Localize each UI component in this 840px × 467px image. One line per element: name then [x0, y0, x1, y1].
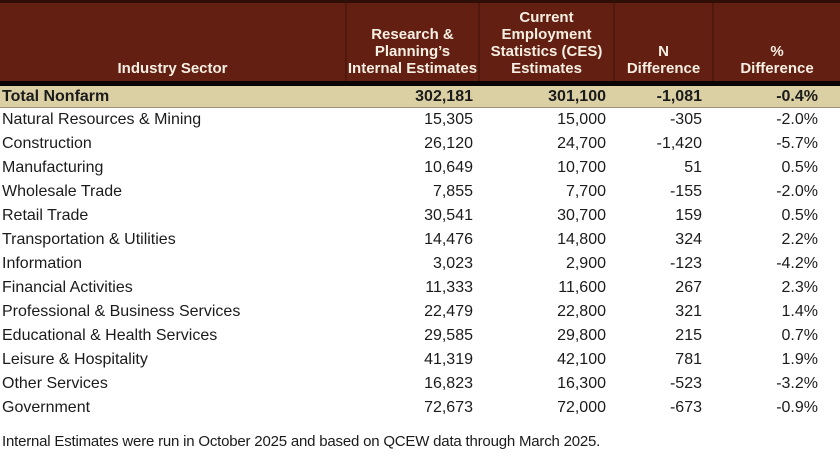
column-header-n-difference: N Difference — [613, 3, 712, 81]
ces-estimate-cell: 2,900 — [565, 255, 606, 272]
n-difference-cell: 321 — [675, 303, 702, 320]
ces-estimate-cell: 301,100 — [548, 88, 606, 105]
internal-estimate-cell: 11,333 — [425, 279, 473, 296]
table-row: Educational & Health Services 29,585 29,80… — [0, 324, 840, 348]
sector-cell: Leisure & Hospitality — [2, 351, 148, 368]
n-difference-cell: 215 — [675, 327, 702, 344]
ces-estimate-cell: 42,100 — [557, 351, 606, 368]
column-header-ces-estimates: Current Employment Statistics (CES) Esti… — [478, 3, 613, 81]
table-row: Retail Trade 30,541 30,700 159 0.5% — [0, 204, 840, 228]
ces-estimate-cell: 11,600 — [558, 279, 606, 296]
sector-cell: Professional & Business Services — [2, 303, 241, 320]
internal-estimate-cell: 15,305 — [424, 111, 473, 128]
pct-difference-cell: 2.3% — [781, 279, 818, 296]
ces-estimate-cell: 30,700 — [557, 207, 606, 224]
pct-difference-cell: 1.4% — [781, 303, 818, 320]
internal-estimate-cell: 72,673 — [424, 399, 473, 416]
sector-cell: Wholesale Trade — [2, 183, 123, 200]
ces-estimate-cell: 10,700 — [557, 159, 606, 176]
table-body: Total Nonfarm 302,181 301,100 -1,081 -0.4% Na… — [0, 86, 840, 420]
sector-cell: Total Nonfarm — [2, 88, 110, 105]
n-difference-cell: 267 — [675, 279, 702, 296]
table-row: Financial Activities 11,333 11,600 267 2.3% — [0, 276, 840, 300]
table-row-total: Total Nonfarm 302,181 301,100 -1,081 -0.4% — [0, 86, 840, 108]
internal-estimate-cell: 14,476 — [424, 231, 473, 248]
pct-difference-cell: -5.7% — [776, 135, 818, 152]
sector-cell: Information — [2, 255, 83, 272]
n-difference-cell: 781 — [675, 351, 702, 368]
table-row: Construction 26,120 24,700 -1,420 -5.7% — [0, 132, 840, 156]
pct-difference-cell: 2.2% — [781, 231, 818, 248]
ces-estimate-cell: 14,800 — [557, 231, 606, 248]
internal-estimate-cell: 10,649 — [424, 159, 473, 176]
column-header-pct-difference: % Difference — [712, 3, 840, 81]
table-row: Manufacturing 10,649 10,700 51 0.5% — [0, 156, 840, 180]
sector-cell: Natural Resources & Mining — [2, 111, 202, 128]
sector-cell: Other Services — [2, 375, 108, 392]
ces-estimate-cell: 7,700 — [565, 183, 606, 200]
internal-estimate-cell: 16,823 — [424, 375, 473, 392]
sector-cell: Transportation & Utilities — [2, 231, 176, 248]
sector-cell: Retail Trade — [2, 207, 89, 224]
pct-difference-cell: -2.0% — [776, 111, 818, 128]
table-row: Professional & Business Services 22,479 22… — [0, 300, 840, 324]
header-separator-bar — [0, 81, 840, 86]
n-difference-cell: 324 — [675, 231, 702, 248]
internal-estimate-cell: 3,023 — [432, 255, 473, 272]
sector-cell: Construction — [2, 135, 92, 152]
internal-estimate-cell: 22,479 — [424, 303, 473, 320]
ces-estimate-cell: 22,800 — [557, 303, 606, 320]
pct-difference-cell: 1.9% — [781, 351, 818, 368]
internal-estimate-cell: 41,319 — [424, 351, 473, 368]
internal-estimate-cell: 302,181 — [415, 88, 473, 105]
pct-difference-cell: -3.2% — [776, 375, 818, 392]
table-row: Other Services 16,823 16,300 -523 -3.2% — [0, 372, 840, 396]
table-row: Natural Resources & Mining 15,305 15,000 -3… — [0, 108, 840, 132]
column-header-industry-sector: Industry Sector — [117, 60, 228, 77]
pct-difference-cell: -4.2% — [776, 255, 818, 272]
sector-cell: Financial Activities — [2, 279, 133, 296]
table-header-row: Industry Sector Research & Planning’s In… — [0, 0, 840, 81]
pct-difference-cell: -0.4% — [776, 88, 818, 105]
n-difference-cell: 159 — [675, 207, 702, 224]
n-difference-cell: -673 — [669, 399, 702, 416]
table-row: Leisure & Hospitality 41,319 42,100 781 1.9% — [0, 348, 840, 372]
table-row: Information 3,023 2,900 -123 -4.2% — [0, 252, 840, 276]
internal-estimate-cell: 29,585 — [424, 327, 473, 344]
table-row: Wholesale Trade 7,855 7,700 -155 -2.0% — [0, 180, 840, 204]
sector-cell: Educational & Health Services — [2, 327, 218, 344]
column-header-internal-estimates: Research & Planning’s Internal Estimates — [345, 3, 478, 81]
n-difference-cell: 51 — [684, 159, 702, 176]
pct-difference-cell: 0.7% — [781, 327, 818, 344]
table-row: Government 72,673 72,000 -673 -0.9% — [0, 396, 840, 420]
ces-estimate-cell: 24,700 — [557, 135, 606, 152]
footnote-text: Internal Estimates were run in October 2… — [2, 433, 601, 450]
pct-difference-cell: -0.9% — [776, 399, 818, 416]
ces-estimate-cell: 29,800 — [557, 327, 606, 344]
n-difference-cell: -305 — [669, 111, 702, 128]
internal-estimate-cell: 30,541 — [424, 207, 473, 224]
table-row: Transportation & Utilities 14,476 14,800 32… — [0, 228, 840, 252]
n-difference-cell: -523 — [669, 375, 702, 392]
n-difference-cell: -1,420 — [656, 135, 702, 152]
ces-estimate-cell: 15,000 — [557, 111, 606, 128]
ces-estimate-cell: 72,000 — [557, 399, 606, 416]
n-difference-cell: -1,081 — [656, 88, 702, 105]
pct-difference-cell: -2.0% — [776, 183, 818, 200]
pct-difference-cell: 0.5% — [781, 207, 818, 224]
n-difference-cell: -123 — [669, 255, 702, 272]
n-difference-cell: -155 — [669, 183, 702, 200]
internal-estimate-cell: 26,120 — [424, 135, 473, 152]
ces-estimate-cell: 16,300 — [557, 375, 606, 392]
sector-cell: Manufacturing — [2, 159, 104, 176]
internal-estimate-cell: 7,855 — [432, 183, 473, 200]
sector-cell: Government — [2, 399, 91, 416]
pct-difference-cell: 0.5% — [781, 159, 818, 176]
